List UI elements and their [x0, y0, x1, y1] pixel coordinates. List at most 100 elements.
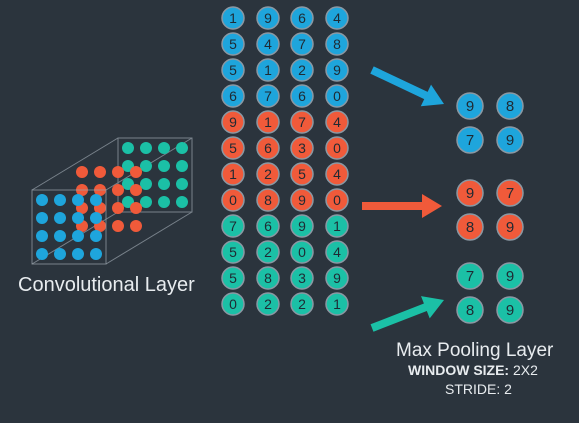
- pooled-output-grid: 9 8 7 9 9 7 8 9 7 9 8 9: [456, 92, 524, 324]
- stride-label: STRIDE:: [445, 381, 501, 397]
- value-text: 7: [298, 114, 306, 130]
- value-text: 6: [229, 88, 237, 104]
- value-text: 2: [298, 296, 306, 312]
- pooled-circle-orange: 9: [496, 213, 524, 241]
- cube-front-face: [31, 189, 107, 265]
- value-circle-blue: 1: [221, 6, 245, 30]
- value-text: 5: [229, 140, 237, 156]
- value-text: 3: [298, 140, 306, 156]
- pooled-value-text: 7: [466, 268, 474, 285]
- value-circle-blue: 2: [290, 58, 314, 82]
- value-text: 9: [333, 270, 341, 286]
- value-circle-orange: 9: [290, 188, 314, 212]
- value-text: 5: [229, 62, 237, 78]
- value-circle-orange: 0: [325, 136, 349, 160]
- value-text: 4: [333, 166, 341, 182]
- value-circle-blue: 6: [290, 6, 314, 30]
- value-text: 1: [264, 62, 272, 78]
- value-circle-blue: 6: [221, 84, 245, 108]
- value-text: 0: [298, 244, 306, 260]
- pooled-value-text: 9: [506, 132, 514, 149]
- value-circle-blue: 9: [256, 6, 280, 30]
- value-circle-orange: 8: [256, 188, 280, 212]
- pooled-circle-blue: 9: [456, 92, 484, 120]
- value-circle-teal: 1: [325, 292, 349, 316]
- value-text: 1: [333, 218, 341, 234]
- value-circle-teal: 9: [325, 266, 349, 290]
- value-text: 8: [333, 36, 341, 52]
- value-text: 5: [229, 244, 237, 260]
- value-circle-blue: 5: [221, 58, 245, 82]
- value-circle-orange: 4: [325, 110, 349, 134]
- value-circle-blue: 7: [290, 32, 314, 56]
- pooled-value-text: 7: [466, 132, 474, 149]
- value-circle-teal: 1: [325, 214, 349, 238]
- value-text: 3: [298, 270, 306, 286]
- pooled-circle-teal: 7: [456, 262, 484, 290]
- pooled-value-text: 8: [466, 302, 474, 319]
- value-text: 6: [298, 10, 306, 26]
- value-circle-orange: 9: [221, 110, 245, 134]
- value-text: 5: [298, 166, 306, 182]
- value-circle-orange: 7: [290, 110, 314, 134]
- value-circle-blue: 5: [221, 32, 245, 56]
- value-circle-orange: 2: [256, 162, 280, 186]
- window-size-label: WINDOW SIZE:: [408, 362, 510, 378]
- pooled-circle-blue: 7: [456, 126, 484, 154]
- value-circle-orange: 5: [290, 162, 314, 186]
- value-text: 2: [264, 166, 272, 182]
- value-text: 6: [264, 218, 272, 234]
- value-text: 0: [333, 192, 341, 208]
- value-circle-teal: 5: [221, 266, 245, 290]
- max-pooling-layer-label: Max Pooling Layer: [396, 340, 554, 361]
- pooled-value-text: 9: [506, 268, 514, 285]
- value-circle-blue: 9: [325, 58, 349, 82]
- pooled-circle-teal: 9: [496, 262, 524, 290]
- value-circle-orange: 0: [325, 188, 349, 212]
- value-text: 1: [229, 166, 237, 182]
- value-circle-teal: 9: [290, 214, 314, 238]
- value-text: 4: [333, 244, 341, 260]
- value-text: 5: [229, 270, 237, 286]
- value-circle-blue: 0: [325, 84, 349, 108]
- value-text: 6: [264, 140, 272, 156]
- value-circle-orange: 6: [256, 136, 280, 160]
- value-text: 1: [229, 10, 237, 26]
- window-size-value: 2X2: [513, 362, 538, 378]
- value-text: 5: [229, 36, 237, 52]
- arrow-orange: [362, 194, 442, 218]
- value-circle-teal: 2: [256, 292, 280, 316]
- value-circle-orange: 4: [325, 162, 349, 186]
- cube-slab-blue: [36, 194, 102, 260]
- value-text: 7: [298, 36, 306, 52]
- arrow-teal: [370, 296, 444, 332]
- value-text: 9: [333, 62, 341, 78]
- value-circle-blue: 4: [256, 32, 280, 56]
- value-circle-teal: 0: [290, 240, 314, 264]
- value-text: 4: [333, 10, 341, 26]
- value-text: 0: [229, 296, 237, 312]
- value-circle-teal: 0: [221, 292, 245, 316]
- pooled-circle-blue: 8: [496, 92, 524, 120]
- value-text: 4: [264, 36, 272, 52]
- value-text: 9: [229, 114, 237, 130]
- value-circle-teal: 7: [221, 214, 245, 238]
- arrow-blue: [370, 66, 444, 107]
- value-text: 0: [229, 192, 237, 208]
- value-text: 4: [333, 114, 341, 130]
- value-text: 2: [264, 296, 272, 312]
- value-text: 9: [264, 10, 272, 26]
- value-circle-orange: 1: [256, 110, 280, 134]
- feature-map-grid: 1 9 6 45 4 7 85 1 2 96 7 6 09 1 7 45 6 3 01 2 5 40 8 9 07 6 9 15 2 0 4…: [221, 6, 349, 316]
- pooled-value-text: 9: [466, 185, 474, 202]
- value-text: 7: [264, 88, 272, 104]
- pooled-value-text: 9: [506, 219, 514, 236]
- value-text: 9: [298, 192, 306, 208]
- convolutional-layer-cube: [31, 137, 193, 265]
- value-text: 1: [264, 114, 272, 130]
- value-text: 2: [264, 244, 272, 260]
- value-circle-teal: 5: [221, 240, 245, 264]
- pooled-value-text: 8: [506, 98, 514, 115]
- value-circle-orange: 3: [290, 136, 314, 160]
